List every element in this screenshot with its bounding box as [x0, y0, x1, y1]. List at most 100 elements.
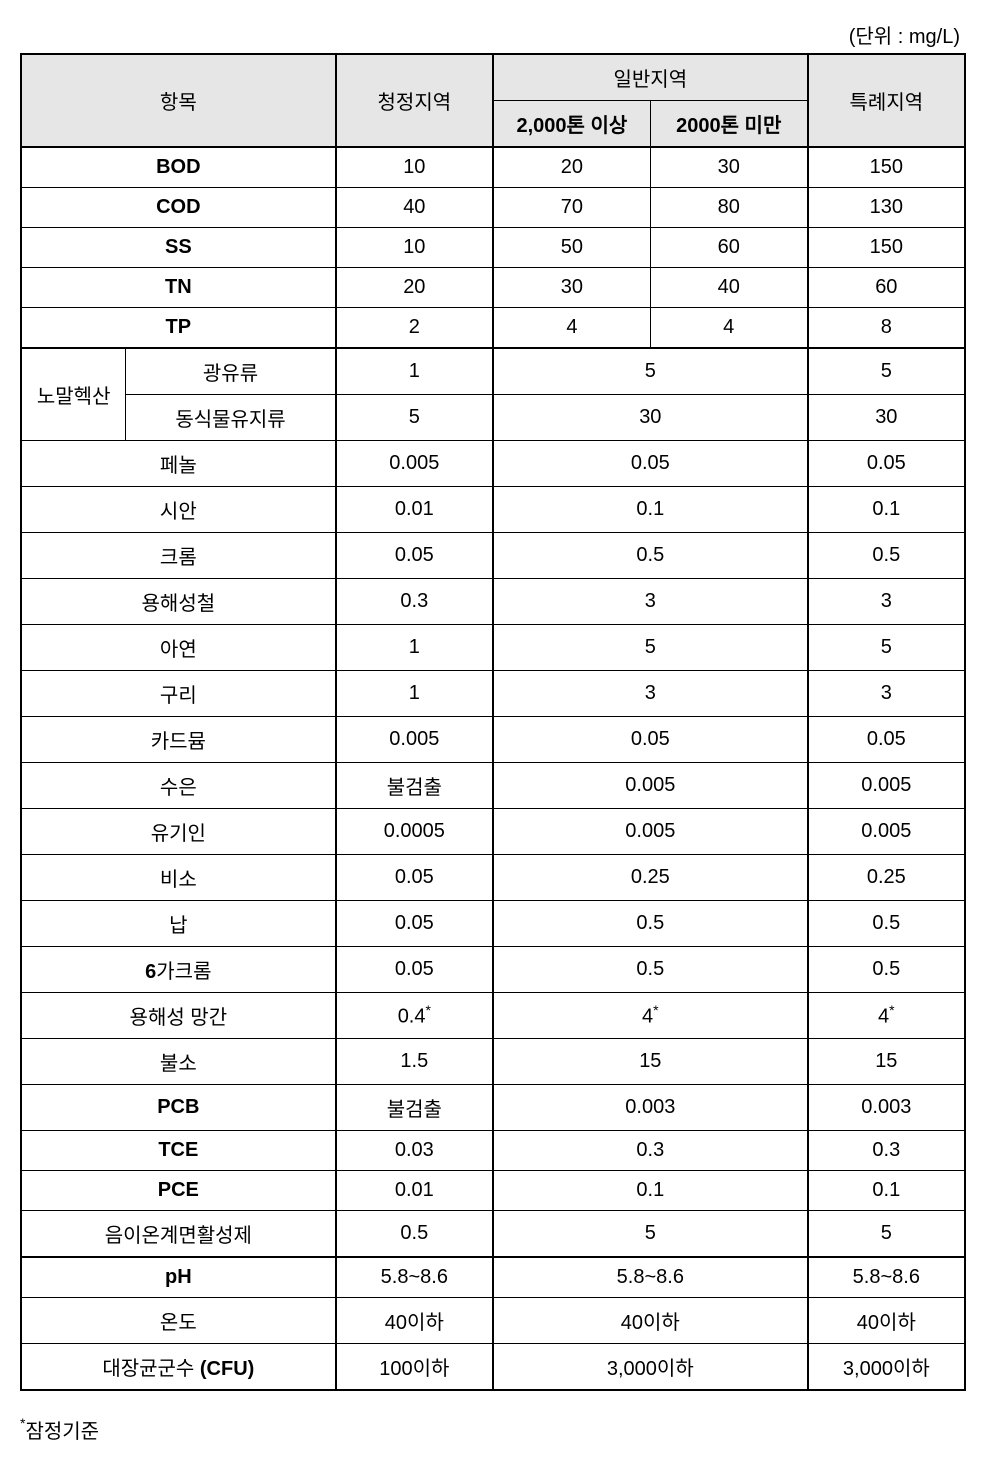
- s2-general: 3: [493, 671, 808, 717]
- s2-special: 4*: [808, 993, 965, 1039]
- s1-label: SS: [21, 228, 336, 268]
- s2-label: 아연: [21, 625, 336, 671]
- header-general: 일반지역: [493, 54, 808, 101]
- s2-general: 0.05: [493, 441, 808, 487]
- s2-general: 0.5: [493, 947, 808, 993]
- s2-clean: 0.4*: [336, 993, 493, 1039]
- s2-clean: 0.01: [336, 1171, 493, 1211]
- s2-general: 0.3: [493, 1131, 808, 1171]
- s1-over: 50: [493, 228, 650, 268]
- s1-over: 70: [493, 188, 650, 228]
- header-clean: 청정지역: [336, 54, 493, 147]
- s2-special: 5: [808, 1211, 965, 1258]
- hexane-general-0: 5: [493, 348, 808, 395]
- standards-table: 항목 청정지역 일반지역 특례지역 2,000톤 이상 2000톤 미만 BOD…: [20, 53, 966, 1391]
- s2-general: 0.1: [493, 1171, 808, 1211]
- s2-label: 페놀: [21, 441, 336, 487]
- s2-label: 수은: [21, 763, 336, 809]
- hexane-clean-0: 1: [336, 348, 493, 395]
- hexane-special-1: 30: [808, 395, 965, 441]
- s1-special: 150: [808, 228, 965, 268]
- s2-general: 0.5: [493, 901, 808, 947]
- s2-special: 0.005: [808, 809, 965, 855]
- hexane-clean-1: 5: [336, 395, 493, 441]
- s2-special: 0.005: [808, 763, 965, 809]
- footnote-text: 잠정기준: [25, 1421, 99, 1443]
- s1-label: COD: [21, 188, 336, 228]
- s1-clean: 10: [336, 228, 493, 268]
- s3-clean: 5.8~8.6: [336, 1257, 493, 1298]
- s2-clean: 0.005: [336, 717, 493, 763]
- s2-label: 구리: [21, 671, 336, 717]
- header-special: 특례지역: [808, 54, 965, 147]
- s2-special: 5: [808, 625, 965, 671]
- hexane-label: 노말헥산: [21, 348, 126, 441]
- s1-special: 8: [808, 308, 965, 349]
- s2-clean: 1: [336, 625, 493, 671]
- s2-clean: 0.005: [336, 441, 493, 487]
- s2-general: 0.05: [493, 717, 808, 763]
- s2-special: 0.1: [808, 1171, 965, 1211]
- s1-special: 60: [808, 268, 965, 308]
- header-general-over: 2,000톤 이상: [493, 101, 650, 148]
- s2-general: 0.003: [493, 1085, 808, 1131]
- s1-special: 150: [808, 147, 965, 188]
- s2-label: PCB: [21, 1085, 336, 1131]
- s2-special: 0.1: [808, 487, 965, 533]
- s2-special: 0.25: [808, 855, 965, 901]
- s2-general: 0.005: [493, 809, 808, 855]
- s1-special: 130: [808, 188, 965, 228]
- s2-label: 시안: [21, 487, 336, 533]
- hexane-sub-1: 동식물유지류: [126, 395, 336, 441]
- s1-over: 30: [493, 268, 650, 308]
- s2-label: 용해성 망간: [21, 993, 336, 1039]
- s3-clean: 40이하: [336, 1298, 493, 1344]
- s1-over: 4: [493, 308, 650, 349]
- s2-special: 3: [808, 579, 965, 625]
- s3-label: pH: [21, 1257, 336, 1298]
- s2-clean: 0.03: [336, 1131, 493, 1171]
- s2-label: 6가크롬: [21, 947, 336, 993]
- s3-special: 5.8~8.6: [808, 1257, 965, 1298]
- s2-clean: 0.3: [336, 579, 493, 625]
- s2-clean: 0.05: [336, 947, 493, 993]
- s2-label: 카드뮴: [21, 717, 336, 763]
- s2-special: 0.5: [808, 533, 965, 579]
- s1-under: 40: [650, 268, 807, 308]
- s2-special: 0.05: [808, 441, 965, 487]
- unit-label: (단위 : mg/L): [20, 20, 966, 49]
- s1-clean: 20: [336, 268, 493, 308]
- s1-clean: 40: [336, 188, 493, 228]
- hexane-sub-0: 광유류: [126, 348, 336, 395]
- s2-clean: 불검출: [336, 1085, 493, 1131]
- s2-label: 유기인: [21, 809, 336, 855]
- s3-label: 온도: [21, 1298, 336, 1344]
- s1-under: 60: [650, 228, 807, 268]
- s2-label: 용해성철: [21, 579, 336, 625]
- s2-general: 4*: [493, 993, 808, 1039]
- s2-clean: 1: [336, 671, 493, 717]
- s1-over: 20: [493, 147, 650, 188]
- s2-general: 0.005: [493, 763, 808, 809]
- s2-special: 0.003: [808, 1085, 965, 1131]
- s2-label: TCE: [21, 1131, 336, 1171]
- s2-clean: 1.5: [336, 1039, 493, 1085]
- s3-general: 40이하: [493, 1298, 808, 1344]
- s2-clean: 0.05: [336, 855, 493, 901]
- s2-special: 0.05: [808, 717, 965, 763]
- s2-label: PCE: [21, 1171, 336, 1211]
- s2-label: 불소: [21, 1039, 336, 1085]
- s2-general: 0.25: [493, 855, 808, 901]
- s3-general: 3,000이하: [493, 1344, 808, 1391]
- header-item: 항목: [21, 54, 336, 147]
- s2-special: 3: [808, 671, 965, 717]
- header-general-under: 2000톤 미만: [650, 101, 807, 148]
- s2-label: 비소: [21, 855, 336, 901]
- footnote: *잠정기준: [20, 1415, 966, 1444]
- s2-label: 크롬: [21, 533, 336, 579]
- s1-clean: 2: [336, 308, 493, 349]
- s2-label: 납: [21, 901, 336, 947]
- s3-general: 5.8~8.6: [493, 1257, 808, 1298]
- s1-label: BOD: [21, 147, 336, 188]
- s1-under: 30: [650, 147, 807, 188]
